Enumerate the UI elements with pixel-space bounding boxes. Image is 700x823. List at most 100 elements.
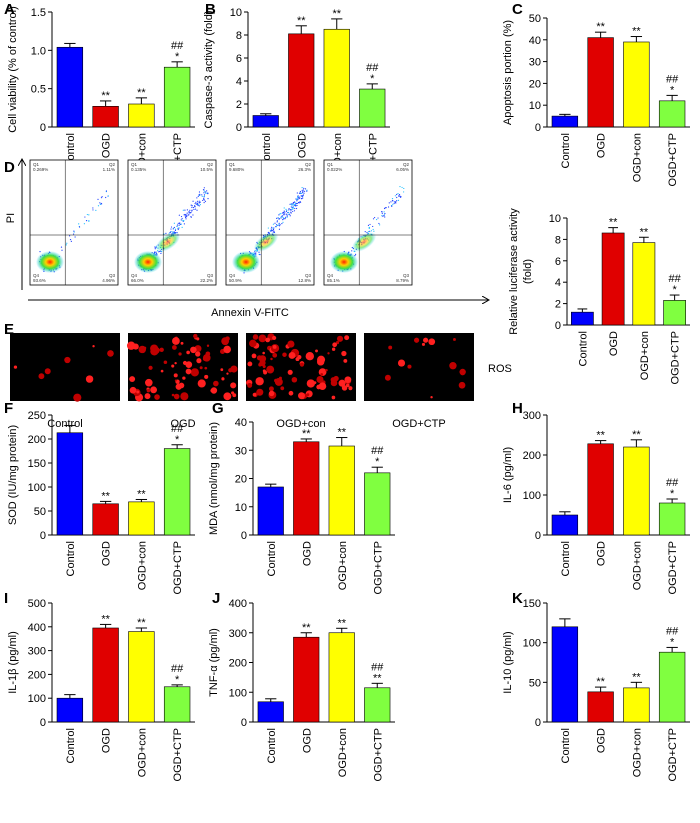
ros-spot (195, 351, 201, 357)
flow-dot (101, 203, 103, 205)
flow-dot (61, 249, 63, 251)
flow-dot (393, 202, 395, 205)
quadrant-percent: 0.022% (327, 167, 342, 172)
flow-dot (280, 212, 282, 215)
flow-dot (69, 238, 72, 241)
quadrant-name: Q4 (131, 273, 138, 278)
flow-dot (163, 233, 165, 235)
ros-spot (421, 342, 426, 346)
ros-spot (159, 347, 164, 352)
flow-dot (183, 214, 185, 216)
flow-dot (173, 226, 175, 229)
flow-dot (278, 228, 281, 230)
flow-dot (189, 209, 191, 211)
ros-spot (287, 340, 295, 348)
bar (163, 66, 191, 128)
y-tick-label: 30 (235, 445, 247, 457)
flow-dot (299, 196, 301, 198)
flow-dot (78, 226, 81, 228)
bar (293, 441, 320, 536)
quadrant-name: Q4 (327, 273, 334, 278)
flow-dot (170, 226, 173, 228)
quadrant-name: Q2 (207, 162, 214, 167)
flow-density (232, 251, 260, 273)
bar (92, 503, 119, 536)
x-tick-label: OGD+CTP (172, 541, 184, 594)
bar (359, 88, 386, 128)
ros-spot (213, 380, 219, 387)
significance: ## (666, 625, 679, 637)
flow-dot (92, 207, 94, 209)
significance: * (670, 636, 675, 648)
flow-dot (394, 195, 396, 197)
bar (163, 686, 191, 723)
flow-dot (369, 223, 371, 226)
ros-spot (272, 345, 277, 349)
x-tick-label: OGD (301, 728, 313, 753)
ros-spot (64, 356, 71, 364)
quadrant-name: Q1 (327, 162, 334, 167)
ros-spot (92, 345, 95, 348)
ros-spot (263, 370, 268, 375)
ros-spot (171, 393, 175, 397)
flow-dot (259, 253, 261, 256)
bar (56, 697, 84, 723)
ros-spot (338, 379, 346, 387)
flow-dot (302, 197, 304, 199)
x-tick-label: OGD (101, 541, 113, 566)
flow-dot (271, 226, 273, 229)
x-tick-label: OGD (596, 133, 608, 158)
y-tick-label: 2 (555, 299, 561, 311)
flow-dot (207, 198, 209, 200)
ros-spot (232, 393, 237, 398)
flow-dot (293, 210, 296, 212)
flow-dot (374, 216, 376, 219)
ros-spot (144, 393, 151, 400)
ros-spot (288, 390, 294, 396)
flow-dot (294, 202, 297, 204)
flow-dot (274, 222, 276, 224)
flow-dot (267, 231, 269, 234)
flow-dot (205, 192, 207, 194)
flow-dot (396, 193, 398, 196)
x-tick-label: OGD+CTP (372, 728, 384, 781)
ros-spot (268, 386, 274, 392)
flow-dot (367, 224, 370, 226)
flow-dot (297, 196, 299, 198)
ros-spot (384, 374, 391, 381)
flow-dot (178, 224, 180, 226)
bar (658, 651, 686, 723)
quadrant-name: Q4 (229, 273, 236, 278)
ros-spot (199, 366, 203, 370)
flow-dot (367, 231, 370, 233)
flow-dot (304, 188, 307, 190)
ros-spot (247, 361, 253, 367)
bar (56, 46, 84, 128)
flow-dot (397, 199, 400, 201)
flow-dot (403, 191, 405, 193)
significance: ** (596, 430, 605, 442)
flow-dot (183, 220, 185, 222)
ros-spot (331, 395, 336, 400)
flow-dot (171, 230, 173, 233)
ros-caption: OGD (170, 418, 195, 430)
bar (323, 28, 350, 128)
flow-dot (199, 201, 201, 203)
significance: * (670, 488, 675, 500)
flow-dot (74, 236, 76, 238)
ros-spot (196, 337, 200, 341)
ros-spot (173, 373, 178, 378)
y-axis-label: IL-1β (pg/ml) (7, 631, 19, 694)
flow-dot (97, 198, 99, 200)
bar (163, 448, 191, 536)
quadrant-percent: 66.0% (131, 278, 144, 283)
y-tick-label: 400 (229, 598, 247, 610)
y-axis-label: Relative luciferase activity (508, 208, 520, 335)
flow-dot (281, 215, 283, 217)
flow-dot (204, 200, 207, 202)
flow-dot (273, 230, 275, 232)
y-tick-label: 250 (28, 410, 46, 422)
quadrant-percent: 6.05% (396, 167, 409, 172)
flow-dot (391, 199, 394, 202)
ros-spot (160, 369, 164, 373)
